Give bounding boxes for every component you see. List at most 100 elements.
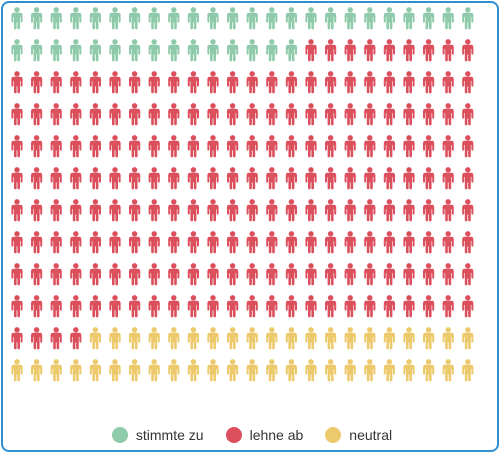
person-icon-lehne-ab — [403, 295, 415, 318]
person-icon-lehne-ab — [305, 103, 317, 126]
person-icon-neutral — [207, 327, 219, 350]
person-icon-stimmte-zu — [168, 7, 180, 30]
person-icon-lehne-ab — [187, 167, 199, 190]
person-icon-lehne-ab — [403, 231, 415, 254]
person-icon-neutral — [168, 359, 180, 382]
person-icon-neutral — [344, 359, 356, 382]
person-icon-lehne-ab — [148, 231, 160, 254]
person-icon-neutral — [246, 327, 258, 350]
person-icon-stimmte-zu — [109, 39, 121, 62]
person-icon-neutral — [227, 327, 239, 350]
person-icon-lehne-ab — [423, 231, 435, 254]
person-icon-lehne-ab — [364, 231, 376, 254]
person-icon-lehne-ab — [285, 231, 297, 254]
legend-item-neutral[interactable]: neutral — [325, 427, 392, 443]
person-icon-lehne-ab — [30, 295, 43, 318]
person-icon-stimmte-zu — [305, 7, 317, 30]
person-icon-lehne-ab — [442, 71, 454, 94]
person-icon-lehne-ab — [442, 295, 454, 318]
person-icon-stimmte-zu — [89, 39, 101, 62]
person-icon-lehne-ab — [207, 103, 219, 126]
person-icon-stimmte-zu — [148, 39, 160, 62]
person-icon-neutral — [403, 359, 415, 382]
person-icon-stimmte-zu — [364, 7, 376, 30]
person-icon-lehne-ab — [129, 167, 141, 190]
person-icon-lehne-ab — [325, 295, 337, 318]
person-icon-stimmte-zu — [50, 39, 62, 62]
person-icon-lehne-ab — [168, 295, 180, 318]
person-icon-neutral — [11, 359, 23, 382]
person-icon-lehne-ab — [442, 263, 454, 286]
person-icon-stimmte-zu — [227, 7, 239, 30]
person-icon-lehne-ab — [403, 135, 415, 158]
person-icon-lehne-ab — [442, 199, 454, 222]
person-icon-lehne-ab — [70, 103, 82, 126]
person-icon-lehne-ab — [462, 103, 474, 126]
legend-item-stimmte-zu[interactable]: stimmte zu — [111, 427, 204, 443]
person-icon-lehne-ab — [11, 167, 23, 190]
person-icon-lehne-ab — [11, 103, 23, 126]
person-icon-lehne-ab — [266, 135, 278, 158]
person-icon-lehne-ab — [246, 71, 258, 94]
person-icon-lehne-ab — [207, 263, 219, 286]
person-icon-lehne-ab — [11, 327, 23, 350]
person-icon-lehne-ab — [30, 327, 43, 350]
person-icon-lehne-ab — [246, 199, 258, 222]
person-icon-stimmte-zu — [11, 7, 23, 30]
person-icon-stimmte-zu — [207, 7, 219, 30]
person-icon-lehne-ab — [442, 231, 454, 254]
person-icon-lehne-ab — [70, 199, 82, 222]
person-icon-lehne-ab — [344, 199, 356, 222]
person-icon-lehne-ab — [70, 295, 82, 318]
person-icon-lehne-ab — [11, 71, 23, 94]
person-icon-lehne-ab — [383, 39, 395, 62]
legend: stimmte zu lehne ab neutral — [0, 427, 504, 443]
person-icon-lehne-ab — [89, 295, 101, 318]
person-icon-lehne-ab — [364, 71, 376, 94]
person-icon-stimmte-zu — [207, 39, 219, 62]
person-icon-neutral — [462, 327, 474, 350]
person-icon-lehne-ab — [227, 135, 239, 158]
person-icon-lehne-ab — [50, 327, 62, 350]
person-icon-lehne-ab — [30, 199, 43, 222]
person-icon-stimmte-zu — [462, 7, 474, 30]
person-icon-lehne-ab — [462, 199, 474, 222]
person-icon-stimmte-zu — [11, 39, 23, 62]
person-icon-lehne-ab — [70, 327, 82, 350]
person-icon-lehne-ab — [70, 135, 82, 158]
person-icon-neutral — [266, 359, 278, 382]
person-icon-lehne-ab — [423, 199, 435, 222]
person-icon-lehne-ab — [129, 199, 141, 222]
person-icon-lehne-ab — [168, 135, 180, 158]
person-icon-lehne-ab — [109, 263, 121, 286]
person-icon-neutral — [50, 359, 62, 382]
person-icon-stimmte-zu — [70, 7, 82, 30]
person-icon-neutral — [70, 359, 82, 382]
person-icon-lehne-ab — [403, 71, 415, 94]
person-icon-lehne-ab — [89, 135, 101, 158]
person-icon-stimmte-zu — [148, 7, 160, 30]
person-icon-stimmte-zu — [187, 7, 199, 30]
person-icon-lehne-ab — [227, 199, 239, 222]
person-icon-neutral — [364, 327, 376, 350]
person-icon-stimmte-zu — [344, 7, 356, 30]
person-icon-lehne-ab — [383, 135, 395, 158]
person-icon-lehne-ab — [403, 263, 415, 286]
person-icon-lehne-ab — [462, 167, 474, 190]
person-icon-neutral — [148, 327, 160, 350]
person-icon-stimmte-zu — [129, 7, 141, 30]
person-icon-lehne-ab — [11, 263, 23, 286]
person-icon-lehne-ab — [325, 167, 337, 190]
person-icon-lehne-ab — [129, 231, 141, 254]
person-icon-lehne-ab — [442, 135, 454, 158]
person-icon-neutral — [442, 327, 454, 350]
legend-label: stimmte zu — [135, 427, 204, 443]
legend-item-lehne-ab[interactable]: lehne ab — [225, 427, 303, 443]
person-icon-lehne-ab — [423, 135, 435, 158]
person-icon-stimmte-zu — [89, 7, 101, 30]
person-icon-neutral — [89, 359, 101, 382]
person-icon-neutral — [246, 359, 258, 382]
person-icon-lehne-ab — [227, 295, 239, 318]
person-icon-lehne-ab — [129, 71, 141, 94]
person-icon-neutral — [442, 359, 454, 382]
